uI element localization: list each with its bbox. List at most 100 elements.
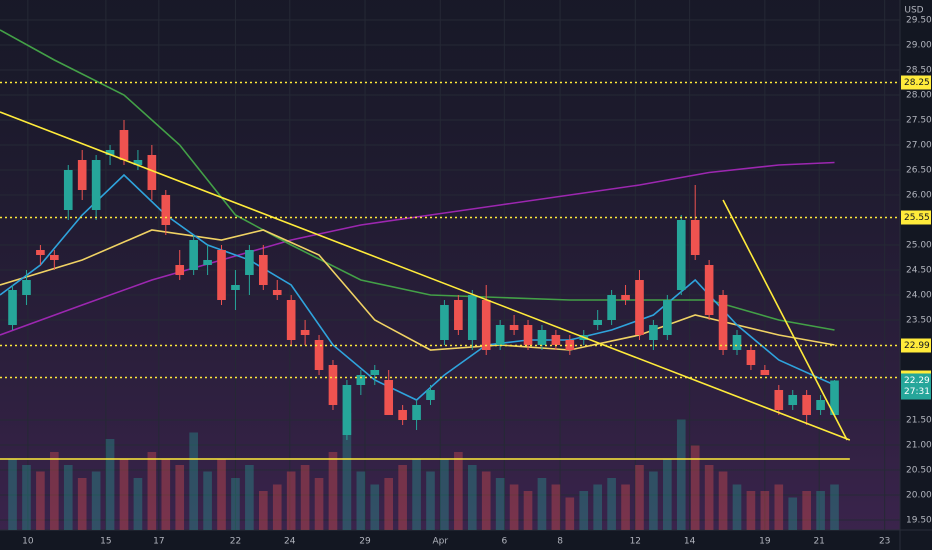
candle-body — [788, 395, 798, 405]
indicator-line — [0, 161, 835, 336]
candle-body — [676, 220, 686, 290]
volume-bar — [286, 471, 296, 530]
y-tick-label: 26.00 — [906, 191, 932, 201]
candle-body — [718, 295, 728, 350]
candle-body — [384, 380, 394, 415]
y-tick-label: 24.50 — [906, 266, 932, 276]
volume-bar — [147, 452, 157, 530]
y-tick-label: 20.50 — [906, 466, 932, 476]
volume-bar — [119, 458, 129, 530]
candle-body — [704, 265, 714, 315]
volume-bar — [384, 478, 394, 530]
volume-bar — [607, 478, 616, 530]
candle-body — [175, 265, 185, 275]
x-tick-label: 23 — [879, 537, 890, 547]
volume-bar — [245, 465, 254, 530]
candle-body — [272, 290, 282, 295]
indicator-line — [0, 229, 835, 351]
volume-bar — [50, 452, 59, 530]
currency-label: USD — [904, 6, 923, 16]
candle-body — [356, 375, 366, 385]
volume-bar — [593, 484, 602, 530]
candle-body — [565, 340, 575, 350]
candle-body — [635, 280, 644, 335]
candle-body — [621, 295, 630, 300]
x-tick-label: 12 — [630, 537, 641, 547]
y-tick-label: 24.00 — [906, 291, 932, 301]
candle-body — [760, 370, 770, 375]
volume-bar — [635, 465, 644, 530]
volume-bar — [509, 484, 519, 530]
volume-bar — [467, 465, 477, 530]
volume-bar — [161, 458, 171, 530]
volume-bar — [189, 432, 198, 530]
candle-body — [300, 330, 310, 335]
candle-body — [732, 335, 742, 350]
y-tick-label: 19.50 — [906, 516, 932, 526]
volume-bar — [300, 465, 310, 530]
x-tick-label: 10 — [22, 537, 34, 547]
volume-bar — [258, 491, 268, 530]
volume-bar — [649, 471, 658, 530]
volume-bar — [36, 471, 45, 530]
volume-bar — [551, 484, 561, 530]
candle-body — [412, 405, 421, 420]
candle-body — [203, 260, 212, 265]
volume-bar — [760, 491, 770, 530]
y-tick-label: 20.00 — [906, 491, 932, 501]
volume-bar — [816, 491, 825, 530]
volume-bar — [495, 478, 505, 530]
volume-bar — [537, 478, 547, 530]
x-tick-label: 21 — [813, 537, 824, 547]
volume-bar — [690, 445, 700, 530]
y-tick-label: 25.00 — [906, 241, 932, 251]
volume-bar — [426, 471, 435, 530]
volume-bar — [802, 491, 811, 530]
volume-bar — [732, 484, 742, 530]
volume-bar — [314, 478, 324, 530]
volume-bar — [481, 471, 491, 530]
countdown-label: 27:31 — [904, 387, 930, 397]
trend-line — [722, 199, 848, 441]
volume-bar — [663, 458, 672, 530]
volume-bar — [272, 484, 282, 530]
candle-body — [8, 290, 17, 325]
candle-body — [36, 250, 45, 255]
volume-bar — [830, 484, 839, 530]
y-tick-label: 29.00 — [906, 41, 932, 51]
trend-line — [0, 111, 851, 441]
volume-bar — [412, 458, 421, 530]
candle-body — [370, 370, 380, 375]
candle-body — [523, 325, 533, 345]
candle-body — [245, 250, 254, 275]
level-label: 22.99 — [904, 341, 930, 351]
candle-body — [91, 160, 101, 210]
candle-body — [495, 325, 505, 345]
candle-body — [593, 320, 602, 325]
candle-body — [63, 170, 73, 210]
level-label: 28.25 — [904, 78, 930, 88]
candle-body — [467, 295, 477, 340]
candle-body — [440, 305, 449, 340]
volume-bar — [370, 484, 380, 530]
level-tag — [901, 338, 931, 353]
volume-bar — [175, 465, 185, 530]
candle-body — [189, 240, 198, 270]
candle-body — [147, 155, 157, 190]
candle-body — [22, 280, 31, 295]
x-tick-label: 15 — [100, 537, 111, 547]
volume-bar — [676, 419, 686, 530]
candle-body — [105, 150, 115, 155]
volume-bar — [440, 458, 449, 530]
volume-bar — [454, 452, 463, 530]
candle-body — [231, 285, 240, 290]
candle-body — [537, 330, 547, 345]
x-tick-label: 17 — [153, 537, 164, 547]
candle-body — [426, 390, 435, 400]
volume-bar — [523, 491, 533, 530]
y-tick-label: 23.50 — [906, 316, 932, 326]
y-tick-label: 27.00 — [906, 141, 932, 151]
volume-bar — [63, 465, 73, 530]
last-price-label: 22.29 — [904, 376, 930, 386]
